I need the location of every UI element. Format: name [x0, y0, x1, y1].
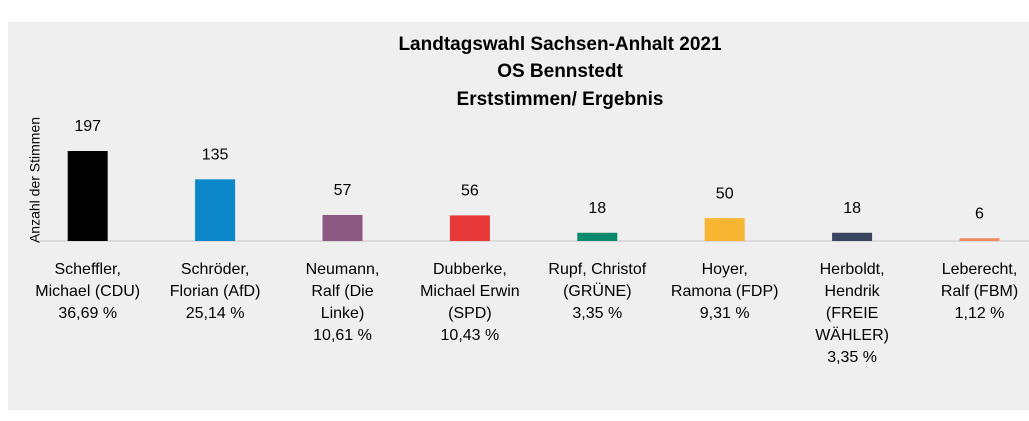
x-tick-label: 3,35 % [827, 349, 877, 366]
x-tick-label: 10,61 % [313, 327, 372, 344]
value-label: 57 [334, 182, 352, 199]
x-tick-label: 25,14 % [186, 305, 245, 322]
bar [195, 179, 236, 241]
x-tick-label: (SPD) [448, 305, 492, 322]
x-tick-label: Hoyer, [702, 261, 748, 278]
value-label: 6 [975, 205, 984, 222]
x-tick-label: Ramona (FDP) [671, 283, 779, 300]
x-tick-label: Herboldt, [820, 261, 885, 278]
bar [704, 218, 745, 241]
x-tick-label: Ralf (FBM) [941, 283, 1018, 300]
x-tick-label: Scheffler, [54, 261, 120, 278]
x-tick-label: Michael (CDU) [35, 283, 140, 300]
bar [959, 238, 1000, 241]
chart-background [8, 22, 1029, 410]
bar [322, 214, 363, 241]
x-tick-label: WÄHLER) [815, 326, 889, 344]
x-tick-label: Schröder, [181, 261, 249, 278]
x-tick-label: 3,35 % [572, 305, 622, 322]
chart-subtitle: Erststimmen/ Ergebnis [457, 89, 664, 110]
x-tick-label: Dubberke, [433, 261, 507, 278]
chart-title: Landtagswahl Sachsen-Anhalt 2021 [398, 34, 722, 55]
x-tick-label: (GRÜNE) [563, 282, 631, 300]
x-tick-label: 9,31 % [700, 305, 750, 322]
x-tick-label: 1,12 % [955, 305, 1005, 322]
bar [67, 151, 108, 241]
x-tick-label: Leberecht, [942, 261, 1018, 278]
value-label: 50 [716, 185, 734, 202]
bar [577, 232, 618, 241]
x-tick-label: Neumann, [306, 261, 380, 278]
x-tick-label: Hendrik [825, 283, 881, 300]
y-axis-label: Anzahl der Stimmen [27, 117, 43, 243]
x-tick-label: Ralf (Die [311, 283, 373, 300]
x-tick-label: 10,43 % [441, 327, 500, 344]
value-label: 18 [843, 200, 861, 217]
value-label: 56 [461, 183, 479, 200]
x-tick-label: Florian (AfD) [170, 283, 261, 300]
bar [832, 232, 873, 241]
value-label: 197 [74, 118, 101, 135]
bar [449, 215, 490, 241]
x-tick-label: Rupf, Christof [548, 261, 646, 278]
value-label: 18 [588, 200, 606, 217]
x-tick-label: Michael Erwin [420, 283, 520, 300]
value-label: 135 [202, 147, 229, 164]
x-tick-label: Linke) [321, 305, 365, 322]
x-tick-label: (FREIE [826, 305, 878, 322]
chart-subtitle: OS Bennstedt [497, 61, 623, 82]
x-tick-label: 36,69 % [58, 305, 117, 322]
